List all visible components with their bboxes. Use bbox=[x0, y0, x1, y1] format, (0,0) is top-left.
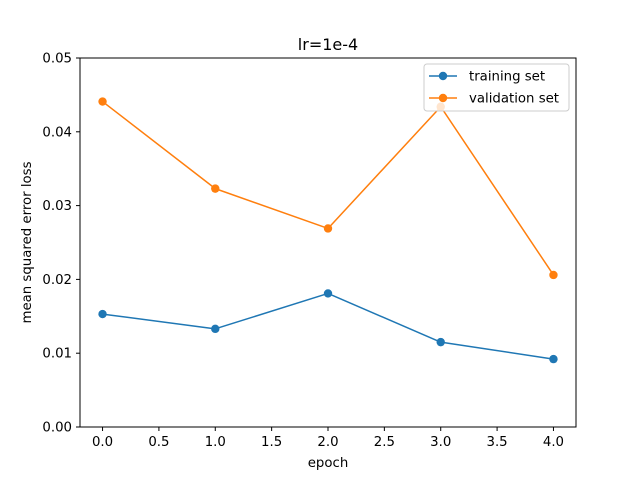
series-training-set bbox=[98, 289, 558, 364]
y-tick-label: 0.04 bbox=[42, 125, 72, 140]
axes-frame bbox=[79, 57, 577, 428]
y-tick-label: 0.03 bbox=[42, 199, 72, 214]
series-layer bbox=[98, 97, 558, 364]
data-point bbox=[549, 354, 558, 364]
y-axis-label: mean squared error loss bbox=[20, 161, 35, 323]
chart-title: lr=1e-4 bbox=[298, 35, 358, 54]
y-tick-label: 0.05 bbox=[42, 52, 72, 67]
y-tick-label: 0.02 bbox=[42, 273, 72, 288]
legend-label: validation set bbox=[469, 92, 559, 107]
x-tick-label: 1.5 bbox=[261, 435, 282, 450]
data-point bbox=[211, 184, 220, 193]
x-tick-label: 4.0 bbox=[543, 435, 564, 450]
data-point bbox=[98, 309, 107, 319]
legend: training set validation set bbox=[423, 63, 570, 112]
x-tick-label: 0.5 bbox=[148, 435, 169, 450]
data-point bbox=[436, 337, 445, 347]
legend-box bbox=[423, 63, 570, 112]
x-tick-label: 3.0 bbox=[430, 435, 451, 450]
x-tick-label: 2.0 bbox=[317, 435, 338, 450]
data-point bbox=[98, 97, 107, 106]
legend-label: training set bbox=[469, 70, 545, 85]
data-point bbox=[549, 270, 558, 280]
data-point bbox=[323, 289, 333, 298]
y-tick-label: 0.00 bbox=[42, 421, 72, 436]
x-tick-label: 1.0 bbox=[205, 435, 226, 450]
legend-marker bbox=[438, 93, 448, 103]
data-point bbox=[211, 324, 220, 334]
ticks-layer: 0.0 0.5 1.0 1.5 2.0 2.5 3.0 3.5 4.0 0.00 0.01 0.02 0… bbox=[42, 52, 564, 451]
legend-marker bbox=[438, 71, 448, 81]
x-tick-label: 0.0 bbox=[92, 435, 113, 450]
data-point bbox=[323, 224, 333, 233]
x-tick-label: 3.5 bbox=[487, 435, 508, 450]
x-tick-label: 2.5 bbox=[374, 435, 395, 450]
x-axis-label: epoch bbox=[308, 456, 349, 471]
y-tick-label: 0.01 bbox=[42, 347, 72, 362]
series-validation-set bbox=[98, 97, 558, 280]
